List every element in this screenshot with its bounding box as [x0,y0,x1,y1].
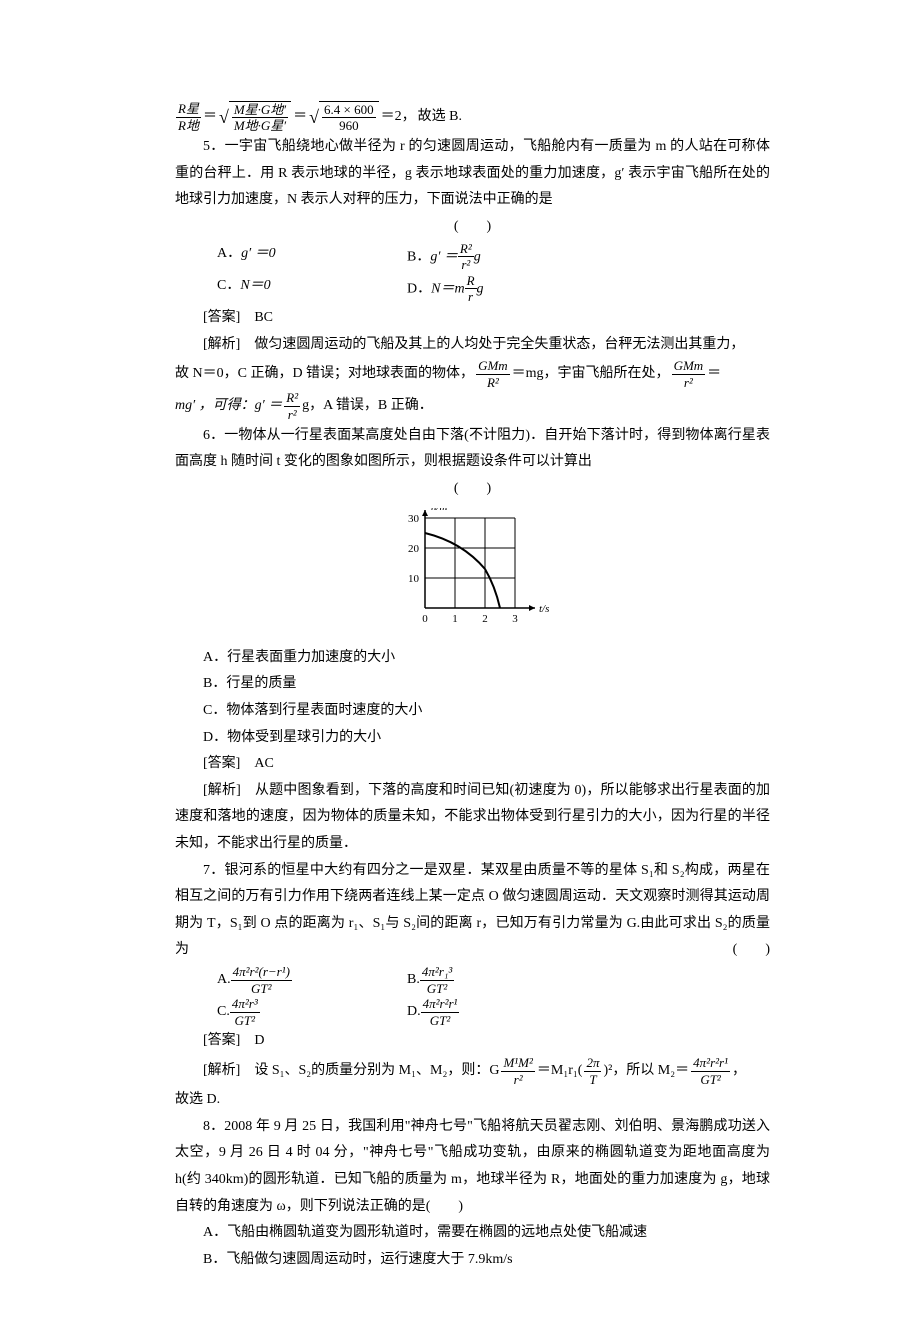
q8-option-a: A．飞船由椭圆轨道变为圆形轨道时，需要在椭圆的远地点处使飞船减速 [175,1220,770,1247]
q7-option-d: D.4π²r²r¹GT² [407,996,459,1028]
q6-paren: ( ) [175,476,770,503]
q6-graph: 10 20 30 0 1 2 3 h/m t/s [175,508,770,639]
q7-option-b: B.4π²r₁³GT² [407,964,454,996]
q5-explain-line1: [解析] 做匀速圆周运动的飞船及其上的人均处于完全失重状态，台秤无法测出其重力， [175,332,770,359]
svg-text:10: 10 [408,573,420,585]
svg-text:t/s: t/s [539,603,549,615]
q6-option-b: B．行星的质量 [175,671,770,698]
q5-options: A．g′ ＝0 B．g′ ＝R²r²g C．N＝0 D．N＝mRrg [217,241,770,305]
q7-stem-text: 银河系的恒星中大约有四分之一是双星．某双星由质量不等的星体 S₁和 S₂构成，两… [175,863,770,958]
svg-text:h/m: h/m [431,508,448,513]
q5-answer: [答案] BC [175,305,770,332]
q6-option-a: A．行星表面重力加速度的大小 [175,645,770,672]
q6-option-c: C．物体落到行星表面时速度的大小 [175,698,770,725]
q6-explain: [解析] 从题中图象看到，下落的高度和时间已知(初速度为 0)，所以能够求出行星… [175,778,770,858]
q5-option-d: D．N＝mRrg [407,273,484,305]
q5-option-b: B．g′ ＝R²r²g [407,241,481,273]
svg-text:2: 2 [482,613,488,625]
q5-explain-line2: 故 N＝0，C 正确，D 错误；对地球表面的物体， GMmR² ＝mg，宇宙飞船… [175,358,770,390]
q5-option-a: A．g′ ＝0 [217,241,407,273]
q6-stem: 6．一物体从一行星表面某高度处自由下落(不计阻力)．自开始下落计时，得到物体离行… [175,423,770,476]
q8-stem: 8．2008 年 9 月 25 日，我国利用"神舟七号"飞船将航天员翟志刚、刘伯… [175,1114,770,1220]
svg-text:30: 30 [408,513,420,525]
q5-explain-line3: mg′ ，可得：g′ ＝ R²r² g，A 错误，B 正确． [175,390,770,422]
q6-number: 6． [203,428,224,443]
q6-answer: [答案] AC [175,751,770,778]
svg-text:1: 1 [452,613,458,625]
q7-number: 7． [203,863,224,878]
q8-stem-text: 2008 年 9 月 25 日，我国利用"神舟七号"飞船将航天员翟志刚、刘伯明、… [175,1119,770,1214]
q5-stem-text: 一宇宙飞船绕地心做半径为 r 的匀速圆周运动，飞船舱内有一质量为 m 的人站在可… [175,139,770,207]
q5-paren: ( ) [175,214,770,241]
q7-explain-line1: [解析] 设 S₁、S₂的质量分别为 M₁、M₂，则：G M¹M²r² ＝M₁r… [175,1055,770,1087]
svg-text:3: 3 [512,613,518,625]
q8-option-b: B．飞船做匀速圆周运动时，运行速度大于 7.9km/s [175,1247,770,1274]
q5-stem: 5．一宇宙飞船绕地心做半径为 r 的匀速圆周运动，飞船舱内有一质量为 m 的人站… [175,134,770,214]
q7-answer: [答案] D [175,1028,770,1055]
q7-explain-line2: 故选 D. [175,1087,770,1114]
svg-text:20: 20 [408,543,420,555]
q7-options: A.4π²r²(r−r¹)GT² B.4π²r₁³GT² C.4π²r³GT² … [217,964,770,1028]
svg-text:0: 0 [422,613,428,625]
q4-closing-math: R星R地 ＝ M星·G地′M地·G星′ ＝ 6.4 × 600960 ＝2， 故… [175,100,770,134]
q7-stem: 7．银河系的恒星中大约有四分之一是双星．某双星由质量不等的星体 S₁和 S₂构成… [175,858,770,964]
q5-option-c: C．N＝0 [217,273,407,305]
q5-number: 5． [203,139,225,154]
q6-stem-text: 一物体从一行星表面某高度处自由下落(不计阻力)．自开始下落计时，得到物体离行星表… [175,428,770,470]
q8-number: 8． [203,1119,224,1134]
q7-paren: ( ) [705,937,770,964]
q6-option-d: D．物体受到星球引力的大小 [175,725,770,752]
q7-option-c: C.4π²r³GT² [217,996,407,1028]
q7-option-a: A.4π²r²(r−r¹)GT² [217,964,407,996]
